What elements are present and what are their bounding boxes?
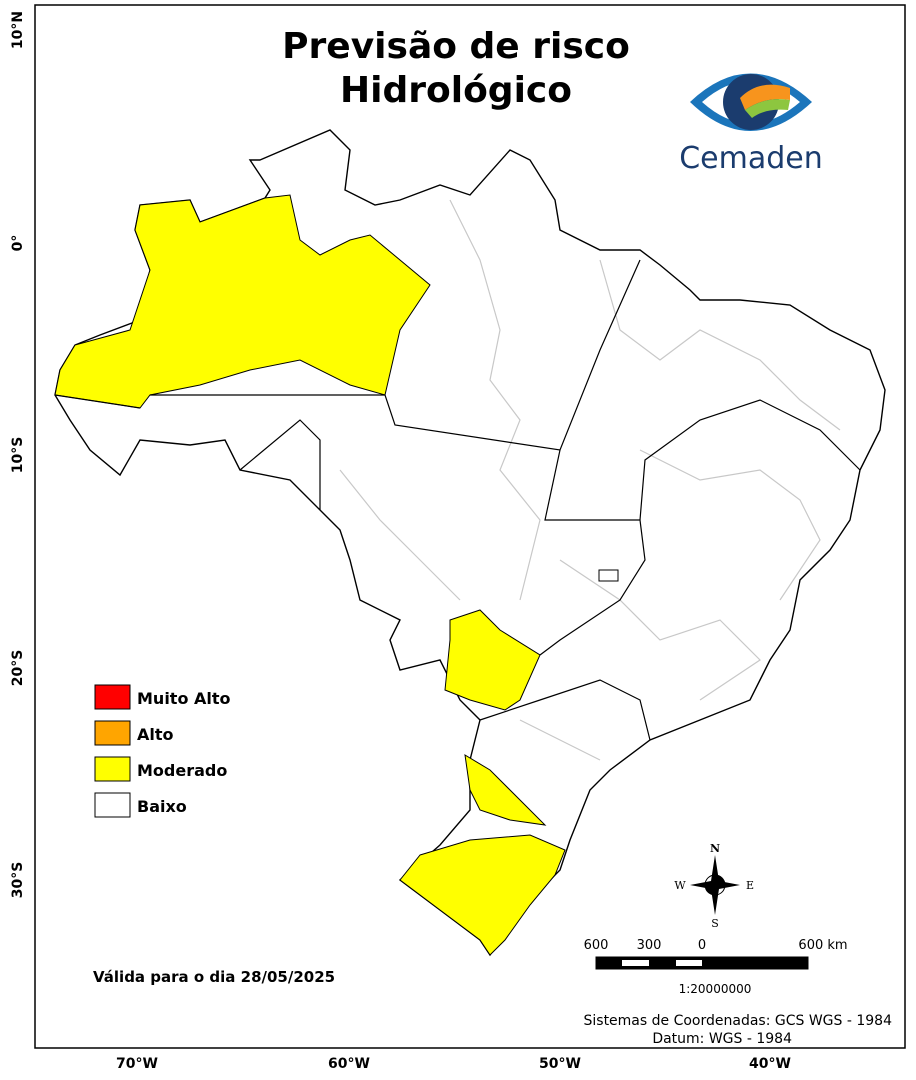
scale-label: 600 km <box>798 938 847 953</box>
compass-e: E <box>746 879 754 892</box>
scale-label: 600 <box>584 938 609 953</box>
lon-label: 60°W <box>328 1056 370 1072</box>
scale-bar: 600 300 0 600 km 1:20000000 <box>584 938 848 996</box>
state-line <box>639 399 861 521</box>
legend-swatch <box>94 792 131 818</box>
lat-label: 20°S <box>10 650 26 687</box>
logo-band <box>745 99 790 118</box>
compass-n: N <box>710 842 720 855</box>
state-line <box>539 449 646 656</box>
boundary <box>599 259 841 431</box>
lat-label: 10°S <box>10 437 26 474</box>
scale-segment <box>622 960 649 966</box>
lon-label: 40°W <box>749 1056 791 1072</box>
scale-ratio: 1:20000000 <box>679 982 752 996</box>
footer-line: Datum: WGS - 1984 <box>652 1031 792 1047</box>
boundary <box>639 449 821 601</box>
title-line: Hidrológico <box>340 70 572 111</box>
validity-date: Válida para o dia 28/05/2025 <box>93 968 335 986</box>
compass-quadrants <box>705 875 725 895</box>
legend-swatch <box>94 720 131 746</box>
legend-label: Baixo <box>137 797 187 816</box>
footer-line: Sistemas de Coordenadas: GCS WGS - 1984 <box>584 1013 893 1029</box>
boundary <box>449 199 541 601</box>
state-line <box>54 259 641 451</box>
logo-band <box>740 84 790 110</box>
lat-label: 30°S <box>10 862 26 899</box>
graticule-labels: 10°N 0° 10°S 20°S 30°S 70°W 60°W 50°W 40… <box>10 11 791 1072</box>
logo: Cemaden <box>679 73 823 176</box>
map-frame <box>34 4 906 1049</box>
scale-label: 0 <box>698 938 706 953</box>
region-amazonas <box>54 194 431 409</box>
boundary <box>339 469 461 601</box>
compass-w: W <box>674 879 686 892</box>
compass-s: S <box>711 917 719 930</box>
scale-segment <box>676 960 702 966</box>
internal-boundaries <box>54 199 861 761</box>
legend-swatch <box>94 756 131 782</box>
lat-label: 0° <box>10 235 26 252</box>
lat-label: 10°N <box>10 11 26 49</box>
scale-label: 300 <box>637 938 662 953</box>
lon-label: 50°W <box>539 1056 581 1072</box>
region-ms <box>444 609 541 711</box>
legend-label: Moderado <box>137 761 227 780</box>
logo-text: Cemaden <box>679 141 823 176</box>
boundary <box>559 559 761 701</box>
region-rs <box>399 834 566 956</box>
title-line: Previsão de risco <box>282 26 630 67</box>
df-boundary <box>598 569 619 582</box>
state-line <box>239 419 321 510</box>
region-sc <box>464 754 547 826</box>
boundary <box>519 719 601 761</box>
legend: Muito Alto Alto Moderado Baixo <box>94 684 231 818</box>
legend-label: Alto <box>137 725 174 744</box>
legend-swatch <box>94 684 131 710</box>
moderate-regions <box>54 194 566 956</box>
legend-label: Muito Alto <box>137 689 231 708</box>
compass: N S E W <box>674 842 754 930</box>
state-line <box>479 679 651 741</box>
lon-label: 70°W <box>116 1056 158 1072</box>
